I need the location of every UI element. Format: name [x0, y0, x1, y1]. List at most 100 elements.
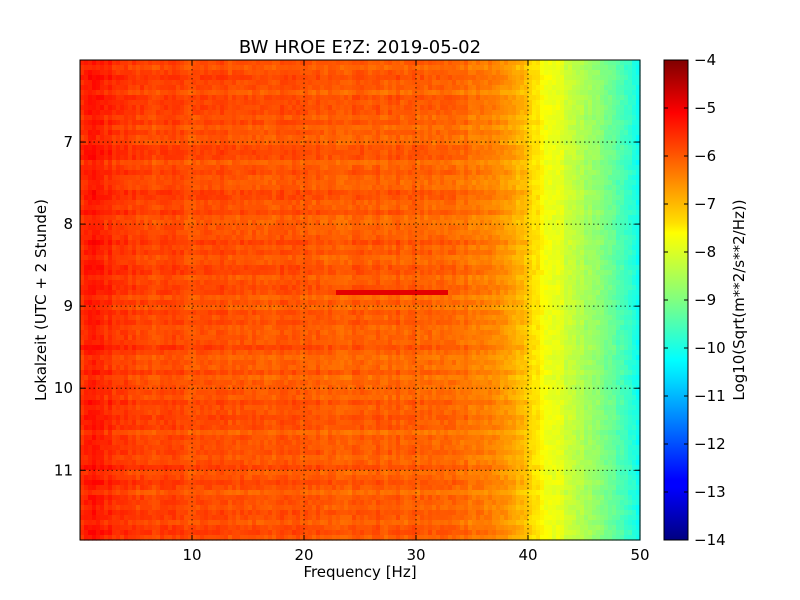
heatmap-cell	[364, 155, 369, 161]
heatmap-cell	[504, 60, 509, 66]
heatmap-cell	[152, 120, 157, 126]
heatmap-cell	[528, 125, 533, 131]
heatmap-cell	[172, 170, 177, 176]
heatmap-cell	[632, 115, 637, 121]
heatmap-cell	[216, 165, 221, 171]
heatmap-cell	[316, 145, 321, 151]
heatmap-cell	[368, 175, 373, 181]
heatmap-cell	[604, 90, 609, 96]
heatmap-cell	[80, 75, 85, 81]
heatmap-cell	[468, 175, 473, 181]
heatmap-cell	[400, 150, 405, 156]
heatmap-cell	[208, 150, 213, 156]
heatmap-cell	[380, 140, 385, 146]
heatmap-cell	[540, 225, 545, 231]
heatmap-cell	[284, 90, 289, 96]
heatmap-cell	[384, 100, 389, 106]
heatmap-cell	[312, 235, 317, 241]
heatmap-cell	[376, 85, 381, 91]
heatmap-cell	[284, 220, 289, 226]
heatmap-cell	[424, 115, 429, 121]
heatmap-cell	[600, 125, 605, 131]
heatmap-cell	[168, 125, 173, 131]
heatmap-cell	[152, 225, 157, 231]
heatmap-cell	[244, 160, 249, 166]
heatmap-cell	[368, 80, 373, 86]
heatmap-cell	[520, 170, 525, 176]
heatmap-cell	[92, 105, 97, 111]
heatmap-cell	[524, 195, 529, 201]
heatmap-cell	[508, 75, 513, 81]
heatmap-cell	[572, 80, 577, 86]
heatmap-cell	[384, 190, 389, 196]
heatmap-cell	[332, 60, 337, 66]
heatmap-cell	[452, 105, 457, 111]
heatmap-cell	[132, 85, 137, 91]
heatmap-cell	[612, 150, 617, 156]
heatmap-cell	[592, 90, 597, 96]
heatmap-cell	[308, 195, 313, 201]
heatmap-cell	[228, 150, 233, 156]
heatmap-cell	[240, 235, 245, 241]
heatmap-cell	[420, 225, 425, 231]
heatmap-cell	[352, 70, 357, 76]
heatmap-cell	[420, 210, 425, 216]
heatmap-cell	[488, 145, 493, 151]
heatmap-cell	[484, 70, 489, 76]
heatmap-cell	[464, 135, 469, 141]
heatmap-cell	[420, 130, 425, 136]
heatmap-cell	[188, 160, 193, 166]
heatmap-cell	[364, 80, 369, 86]
heatmap-cell	[404, 95, 409, 101]
heatmap-cell	[480, 150, 485, 156]
heatmap-cell	[364, 85, 369, 91]
heatmap-cell	[252, 165, 257, 171]
heatmap-cell	[500, 180, 505, 186]
heatmap-cell	[212, 100, 217, 106]
heatmap-cell	[384, 220, 389, 226]
heatmap-cell	[104, 130, 109, 136]
heatmap-cell	[396, 125, 401, 131]
heatmap-cell	[388, 155, 393, 161]
heatmap-cell	[196, 130, 201, 136]
heatmap-cell	[96, 170, 101, 176]
heatmap-cell	[364, 95, 369, 101]
heatmap-cell	[260, 105, 265, 111]
heatmap-cell	[164, 210, 169, 216]
heatmap-cell	[104, 80, 109, 86]
heatmap-cell	[220, 185, 225, 191]
heatmap-cell	[520, 105, 525, 111]
heatmap-cell	[592, 135, 597, 141]
heatmap-cell	[416, 130, 421, 136]
heatmap-cell	[448, 140, 453, 146]
heatmap-cell	[372, 95, 377, 101]
heatmap-cell	[592, 225, 597, 231]
heatmap-cell	[256, 140, 261, 146]
heatmap-cell	[268, 150, 273, 156]
heatmap-cell	[320, 60, 325, 66]
heatmap-cell	[424, 135, 429, 141]
heatmap-cell	[180, 190, 185, 196]
heatmap-cell	[292, 175, 297, 181]
heatmap-cell	[608, 90, 613, 96]
heatmap-cell	[400, 65, 405, 71]
heatmap-cell	[508, 175, 513, 181]
heatmap-cell	[548, 150, 553, 156]
heatmap-cell	[472, 220, 477, 226]
heatmap-cell	[628, 100, 633, 106]
heatmap-cell	[592, 170, 597, 176]
heatmap-cell	[324, 150, 329, 156]
heatmap-cell	[152, 205, 157, 211]
heatmap-cell	[368, 155, 373, 161]
heatmap-cell	[588, 190, 593, 196]
heatmap-cell	[324, 140, 329, 146]
heatmap-cell	[624, 95, 629, 101]
heatmap-cell	[504, 195, 509, 201]
heatmap-cell	[560, 80, 565, 86]
heatmap-cell	[220, 95, 225, 101]
heatmap-cell	[572, 145, 577, 151]
heatmap-cell	[208, 110, 213, 116]
heatmap-cell	[124, 170, 129, 176]
heatmap-cell	[324, 210, 329, 216]
